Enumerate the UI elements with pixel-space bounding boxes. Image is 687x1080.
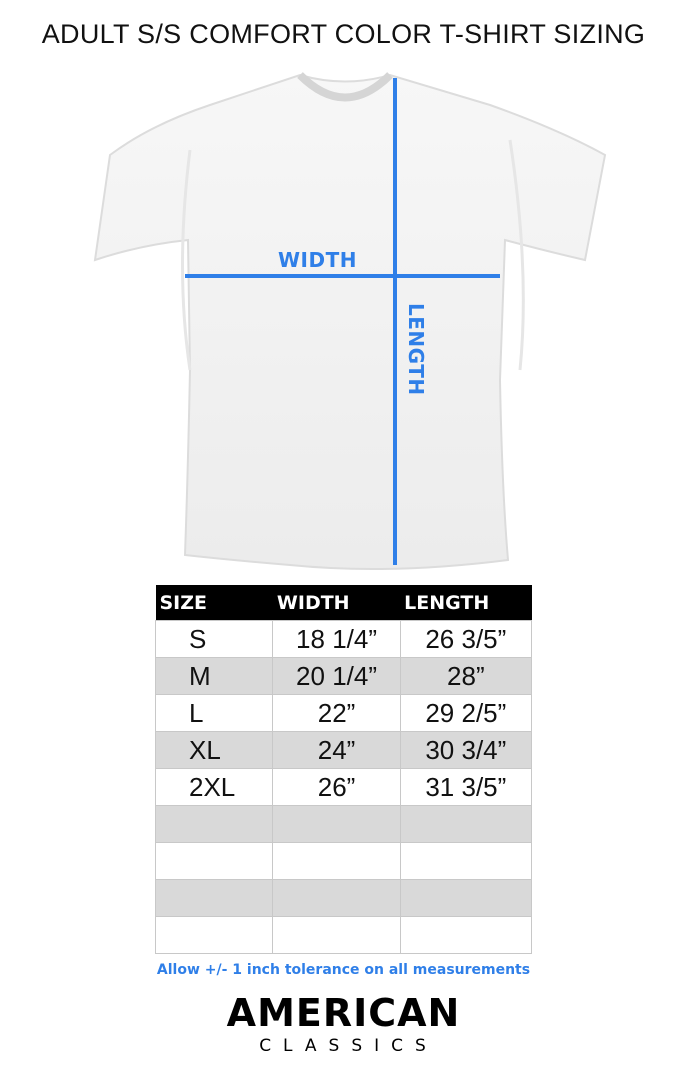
table-row [154, 805, 533, 843]
width-cell [272, 879, 401, 917]
length-cell [399, 916, 533, 954]
width-label: WIDTH [278, 248, 357, 272]
length-cell: 26 3/5” [399, 620, 533, 658]
width-cell: 20 1/4” [272, 657, 401, 695]
width-cell: 24” [272, 731, 401, 769]
size-cell: M [154, 657, 274, 695]
length-cell: 29 2/5” [399, 694, 533, 732]
page-title: ADULT S/S COMFORT COLOR T-SHIRT SIZING [41, 19, 646, 49]
header-length: LENGTH [400, 585, 532, 621]
length-cell: 28” [399, 657, 533, 695]
length-cell [399, 879, 533, 917]
tshirt-shape [93, 73, 607, 570]
tshirt-diagram [93, 72, 607, 570]
width-cell [272, 916, 401, 954]
width-cell [272, 842, 401, 880]
size-chart-body: S 18 1/4” 26 3/5” M 20 1/4” 28” L 22” 29 2/5” XL 2… [154, 620, 533, 954]
tshirt-collar [297, 72, 393, 102]
size-cell [154, 916, 274, 954]
length-label: LENGTH [404, 303, 428, 396]
tshirt-folds [181, 139, 525, 371]
tolerance-note: Allow +/- 1 inch tolerance on all measur… [156, 962, 531, 978]
table-row: 2XL 26” 31 3/5” [154, 768, 533, 806]
header-size: SIZE [155, 585, 273, 621]
length-cell [399, 805, 533, 843]
size-cell: 2XL [154, 768, 274, 806]
table-row: L 22” 29 2/5” [154, 694, 533, 732]
table-header-row: SIZE WIDTH LENGTH [155, 585, 532, 621]
length-cell: 31 3/5” [399, 768, 533, 806]
header-width: WIDTH [272, 585, 401, 621]
size-cell [154, 879, 274, 917]
size-cell [154, 805, 274, 843]
size-cell: XL [154, 731, 274, 769]
length-cell [399, 842, 533, 880]
table-row [154, 879, 533, 917]
size-cell: S [154, 620, 274, 658]
size-cell: L [154, 694, 274, 732]
width-cell: 26” [272, 768, 401, 806]
size-cell [154, 842, 274, 880]
width-cell [272, 805, 401, 843]
table-row: M 20 1/4” 28” [154, 657, 533, 695]
width-cell: 22” [272, 694, 401, 732]
table-row [154, 916, 533, 954]
length-cell: 30 3/4” [399, 731, 533, 769]
table-row [154, 842, 533, 880]
table-row: S 18 1/4” 26 3/5” [154, 620, 533, 658]
width-cell: 18 1/4” [272, 620, 401, 658]
brand-logo-subtitle: CLASSICS [259, 1036, 438, 1056]
brand-logo: AMERICAN [226, 991, 461, 1035]
size-chart-table: SIZE WIDTH LENGTH S 18 1/4” 26 3/5” M 20 1/4… [154, 585, 533, 954]
table-row: XL 24” 30 3/4” [154, 731, 533, 769]
